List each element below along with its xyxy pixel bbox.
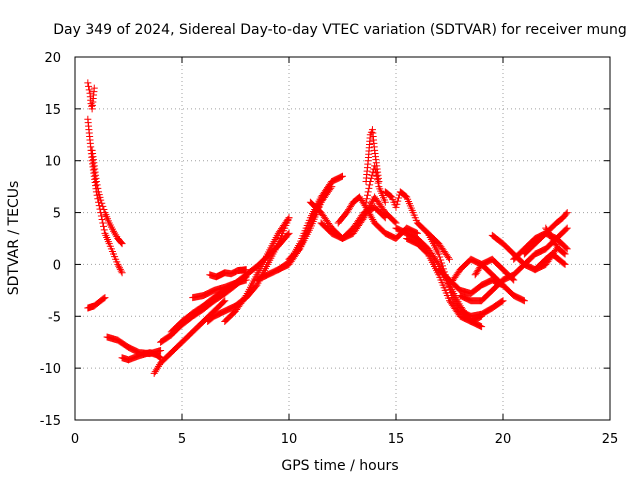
marker-trace (542, 224, 569, 258)
marker-trace (381, 188, 453, 263)
series-arc-29 (471, 255, 518, 284)
y-tick-label: -15 (40, 414, 61, 429)
y-tick-label: 0 (53, 258, 61, 273)
y-tick-label: 5 (53, 207, 61, 222)
marker-trace (531, 250, 569, 274)
series-arc-13 (221, 214, 293, 325)
marker-trace (150, 297, 229, 377)
grid-lines (75, 57, 610, 420)
marker-trace (84, 115, 126, 277)
x-tick-label: 10 (281, 432, 298, 447)
series-arc-4 (84, 294, 109, 312)
x-tick-label: 25 (602, 432, 619, 447)
series-arc-24 (403, 235, 486, 325)
series-arc-1 (84, 79, 98, 113)
marker-trace (362, 126, 383, 185)
series-arc-6 (118, 349, 165, 364)
series-arc-22 (381, 188, 453, 263)
marker-trace (317, 193, 400, 242)
marker-trace (446, 255, 507, 289)
marker-trace (88, 146, 126, 248)
marker-trace (206, 266, 250, 281)
marker-trace (189, 276, 250, 302)
x-axis-label: GPS time / hours (281, 458, 398, 474)
marker-trace (221, 214, 293, 325)
series-arc-10 (189, 276, 250, 302)
y-tick-label: 10 (44, 155, 61, 170)
x-tick-label: 15 (388, 432, 405, 447)
axis-ticks: 0 5 10 15 20 25 -15 -10 -5 0 5 10 15 20 (40, 51, 619, 447)
series-arc-3 (88, 146, 126, 248)
y-tick-label: -10 (40, 362, 61, 377)
marker-trace (84, 294, 109, 312)
series-arc-33 (531, 250, 569, 274)
series-arc-27 (446, 255, 507, 289)
series-arc-21 (362, 162, 389, 206)
y-tick-label: 20 (44, 51, 61, 66)
chart-title: Day 349 of 2024, Sidereal Day-to-day VTE… (53, 22, 627, 38)
series-arc-18 (317, 193, 400, 242)
series-arc-20 (362, 126, 383, 185)
marker-trace (118, 349, 165, 364)
marker-trace (334, 193, 421, 242)
series-arc-7 (150, 297, 229, 377)
x-tick-label: 20 (495, 432, 512, 447)
x-tick-label: 0 (71, 432, 79, 447)
marker-trace (403, 235, 486, 325)
y-tick-label: 15 (44, 103, 61, 118)
series-arc-19 (334, 193, 421, 242)
series-arc-11 (206, 266, 250, 281)
x-tick-label: 5 (178, 432, 186, 447)
plot-frame (74, 56, 611, 421)
series-arc-2 (84, 115, 126, 277)
y-axis-label: SDTVAR / TECUs (6, 181, 22, 296)
data-points (84, 79, 571, 377)
marker-trace (84, 79, 98, 113)
series-arc-34 (542, 224, 569, 258)
y-tick-label: -5 (48, 310, 61, 325)
marker-trace (362, 162, 389, 206)
marker-trace (471, 255, 518, 284)
